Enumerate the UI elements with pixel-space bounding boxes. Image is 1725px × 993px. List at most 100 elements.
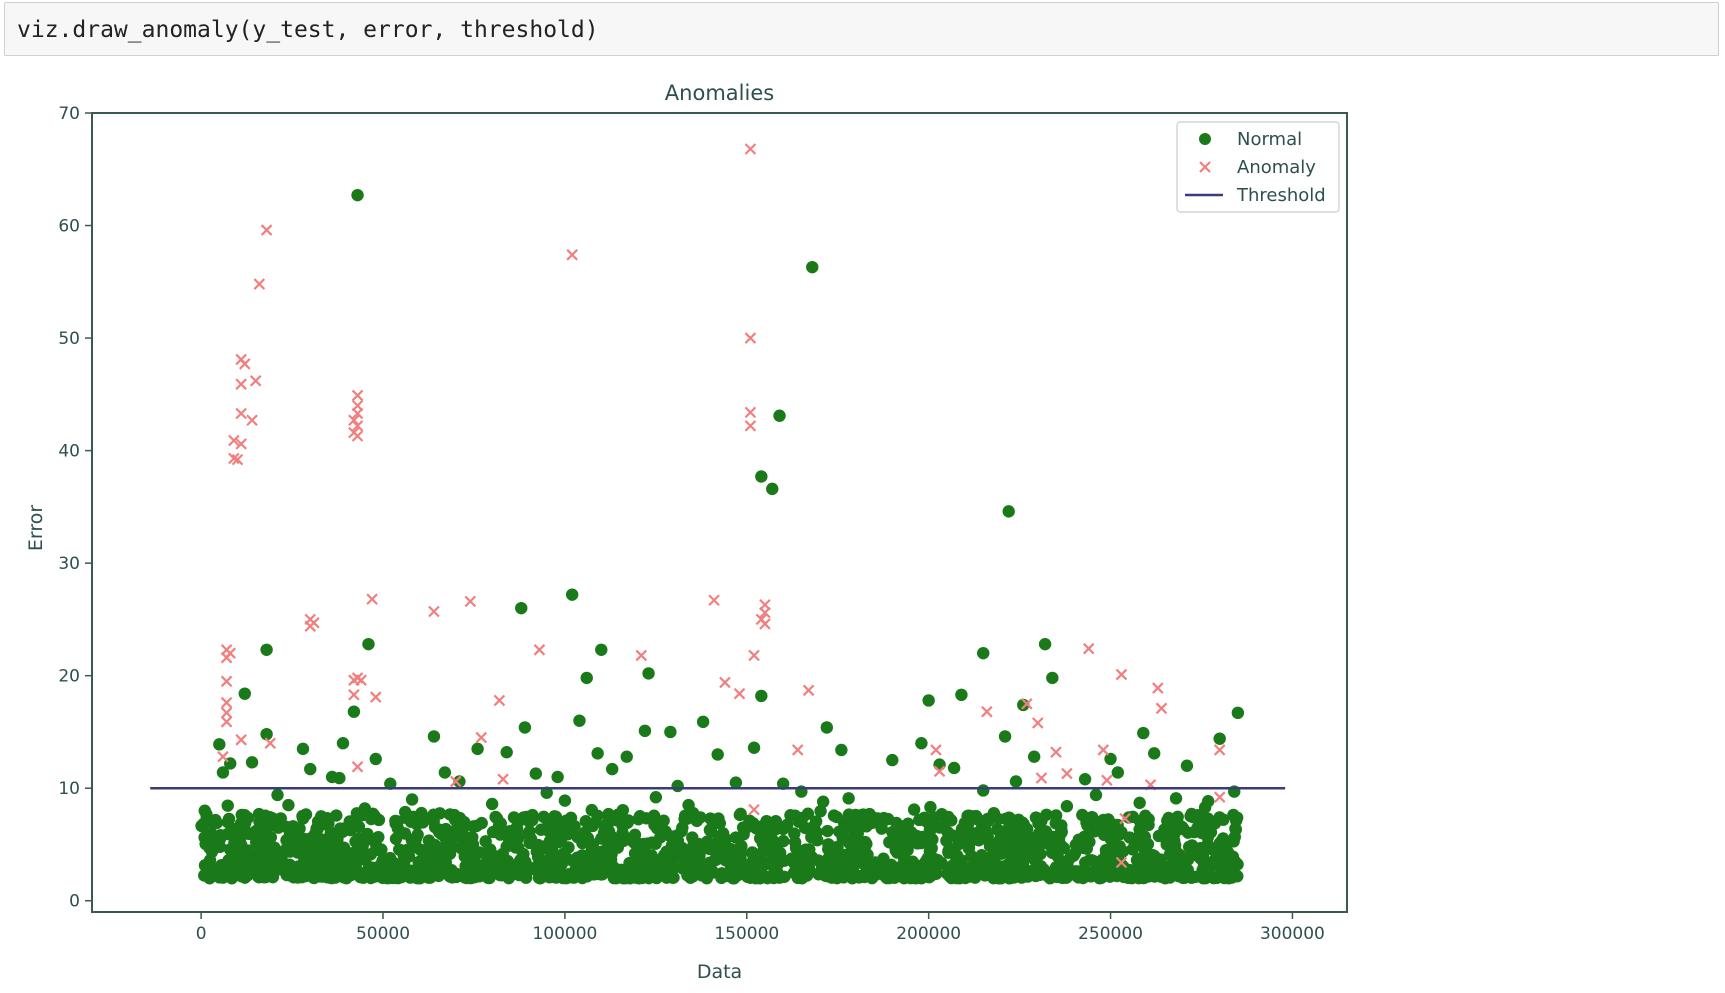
normal-density-point	[200, 837, 214, 850]
anomaly-point	[264, 737, 277, 749]
normal-density-point	[510, 867, 523, 881]
anomaly-point	[351, 407, 364, 420]
normal-point	[820, 721, 834, 734]
normal-density-point	[1171, 810, 1184, 824]
normal-density-point	[771, 857, 785, 871]
x-tick-label: 150000	[714, 924, 779, 944]
normal-density-point	[352, 833, 365, 847]
normal-density-point	[992, 812, 1005, 826]
normal-point	[1009, 775, 1023, 788]
anomaly-point	[744, 420, 757, 432]
normal-density-point	[576, 865, 590, 878]
normal-density-point	[705, 825, 718, 838]
y-tick-label: 30	[58, 554, 80, 574]
normal-density-point	[933, 821, 946, 834]
normal-density-point	[756, 860, 769, 874]
normal-density-point	[793, 856, 806, 869]
legend-threshold-label: Threshold	[1236, 185, 1326, 206]
normal-density-point	[1080, 816, 1093, 829]
normal-density-point	[548, 870, 561, 884]
legend-anomaly-label: Anomaly	[1237, 157, 1316, 178]
normal-density-point	[225, 872, 239, 885]
normal-density-point	[956, 832, 969, 845]
normal-density-point	[737, 828, 750, 841]
normal-point	[605, 762, 619, 776]
normal-point	[1035, 814, 1048, 828]
normal-density-point	[780, 818, 794, 831]
normal-density-point	[660, 845, 673, 858]
anomaly-point	[246, 414, 258, 426]
normal-point	[198, 804, 211, 817]
normal-point	[1111, 766, 1125, 779]
anomaly-point	[566, 249, 578, 261]
anomaly-point	[759, 618, 771, 630]
anomaly-point	[235, 378, 247, 390]
normal-density-point	[226, 846, 239, 859]
normal-density-point	[257, 850, 270, 863]
normal-density-point	[443, 808, 457, 821]
normal-point	[1078, 773, 1092, 786]
normal-density-point	[221, 799, 234, 812]
anomaly-point	[1082, 642, 1095, 655]
normal-density-point	[777, 834, 790, 848]
normal-density-point	[1145, 861, 1158, 875]
normal-density-point	[1102, 813, 1115, 826]
normal-density-point	[836, 832, 849, 845]
anomaly-point	[428, 605, 440, 618]
normal-density-point	[923, 822, 937, 836]
anomaly-point	[708, 594, 720, 607]
normal-point	[260, 643, 273, 656]
normal-point	[955, 688, 968, 702]
normal-density-point	[368, 809, 381, 822]
normal-point	[649, 791, 663, 804]
normal-point	[405, 793, 419, 806]
normal-density-point	[311, 840, 325, 854]
normal-point	[1038, 637, 1052, 651]
normal-density-point	[466, 866, 479, 879]
normal-density-point	[361, 827, 374, 841]
normal-density-point	[428, 838, 442, 852]
normal-density-point	[343, 815, 356, 828]
normal-density-point	[203, 869, 217, 883]
normal-point	[1060, 800, 1074, 813]
normal-density-point	[989, 849, 1003, 862]
normal-density-point	[975, 849, 988, 862]
normal-density-point	[952, 870, 966, 884]
normal-point	[500, 746, 513, 759]
normal-density-point	[1007, 843, 1020, 856]
normal-density-point	[439, 847, 452, 860]
anomaly-point	[239, 358, 251, 370]
code-cell[interactable]: viz.draw_anomaly(y_test, error, threshol…	[4, 2, 1719, 56]
normal-density-point	[466, 838, 480, 851]
legend-normal-label: Normal	[1237, 129, 1302, 150]
normal-density-point	[428, 821, 442, 834]
normal-density-point	[981, 812, 994, 826]
normal-density-point	[946, 859, 959, 872]
normal-density-point	[1181, 826, 1195, 839]
anomaly-point	[228, 452, 240, 465]
normal-density-point	[1142, 818, 1155, 832]
y-tick-label: 70	[58, 104, 80, 124]
normal-density-point	[343, 846, 356, 860]
normal-density-point	[686, 870, 699, 883]
anomaly-point	[220, 716, 233, 728]
anomaly-point	[744, 332, 757, 344]
normal-density-point	[821, 824, 834, 838]
anomaly-point	[1152, 682, 1164, 694]
anomaly-point	[366, 593, 378, 605]
normal-density-point	[480, 846, 494, 859]
normal-density-point	[703, 856, 716, 869]
y-tick-label: 40	[58, 442, 80, 462]
anomaly-point	[1119, 812, 1131, 825]
normal-density-point	[689, 839, 702, 852]
normal-point	[711, 748, 724, 761]
normal-density-point	[652, 863, 665, 876]
normal-density-point	[801, 844, 814, 857]
x-axis-label: Data	[697, 961, 742, 983]
normal-density-point	[1184, 843, 1198, 857]
normal-point	[347, 705, 361, 718]
normal-point	[333, 771, 346, 785]
anomaly-point	[348, 414, 360, 426]
normal-density-point	[534, 823, 548, 836]
normal-density-point	[548, 810, 561, 823]
